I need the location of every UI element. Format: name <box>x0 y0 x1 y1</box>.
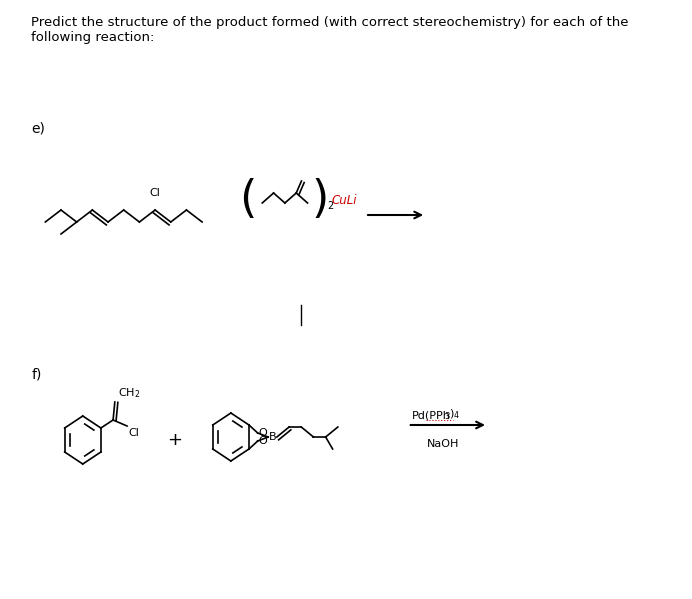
Text: 3: 3 <box>444 412 450 421</box>
Text: CuLi: CuLi <box>332 193 358 207</box>
Text: +: + <box>167 431 182 449</box>
Text: Cl: Cl <box>128 428 139 438</box>
Text: ): ) <box>311 179 329 222</box>
Text: O: O <box>259 436 267 446</box>
Text: CH$_2$: CH$_2$ <box>118 386 140 400</box>
Text: )$_4$: )$_4$ <box>448 407 459 421</box>
Text: e): e) <box>31 122 45 136</box>
Text: 2: 2 <box>327 201 334 211</box>
Text: f): f) <box>31 368 42 382</box>
Text: Pd(PPh: Pd(PPh <box>412 411 451 421</box>
Text: NaOH: NaOH <box>427 439 459 449</box>
Text: O: O <box>259 428 267 438</box>
Text: B: B <box>269 432 277 442</box>
Text: (: ( <box>239 179 257 222</box>
Text: Cl: Cl <box>149 188 161 198</box>
Text: Predict the structure of the product formed (with correct stereochemistry) for e: Predict the structure of the product for… <box>31 16 629 44</box>
